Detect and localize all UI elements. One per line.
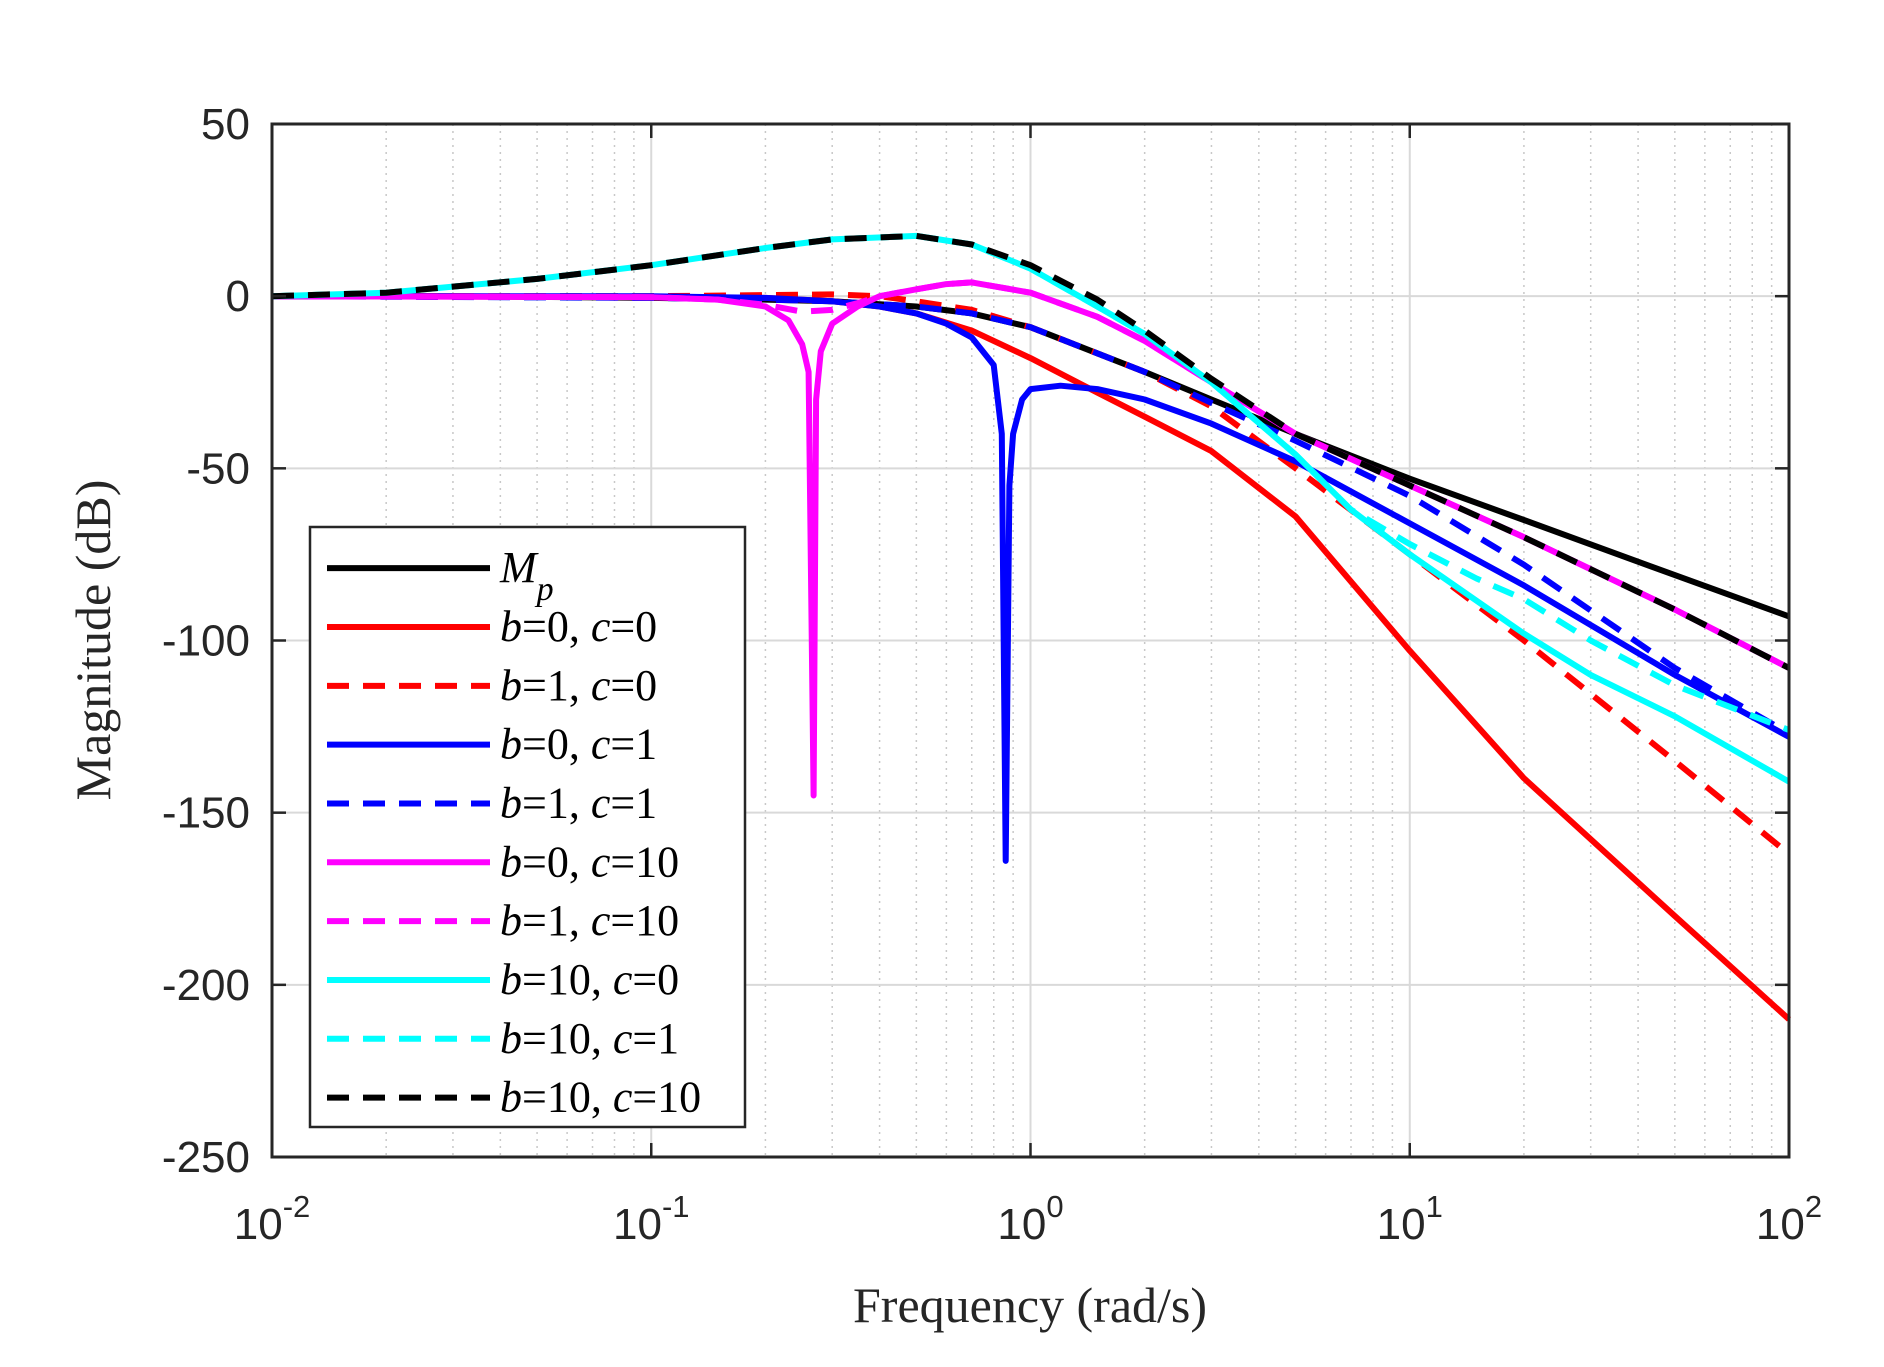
series-line-9: [271, 232, 1791, 671]
legend-label-3: b=0, c=1: [500, 720, 657, 769]
y-tick-label: -50: [186, 444, 250, 493]
x-axis-title: Frequency (rad/s): [853, 1277, 1207, 1333]
y-tick-label: -100: [162, 617, 250, 666]
series-line-4: [271, 293, 1791, 737]
x-tick-label: 101: [1377, 1189, 1443, 1249]
legend-label-9: b=10, c=10: [500, 1073, 701, 1122]
legend-label-0: Mp: [499, 543, 554, 608]
legend-label-1: b=0, c=0: [500, 602, 657, 651]
x-tick-label: 10-2: [234, 1189, 311, 1249]
series-group: [271, 232, 1792, 1022]
legend-label-7: b=10, c=0: [500, 955, 679, 1004]
x-tick-label: 10-1: [613, 1189, 690, 1249]
y-tick-label: 0: [226, 272, 250, 321]
y-tick-label: 50: [201, 100, 250, 149]
legend-label-6: b=1, c=10: [500, 896, 679, 945]
y-tick-label: -250: [162, 1133, 250, 1182]
y-axis-title: Magnitude (dB): [65, 480, 121, 801]
ticks: 10-2 10-1 100 101 102 50 0 -50 -100 -150 -200 -250: [162, 100, 1822, 1249]
legend-label-2: b=1, c=0: [500, 661, 657, 710]
y-tick-label: -150: [162, 789, 250, 838]
legend-label-4: b=1, c=1: [500, 778, 657, 827]
legend-label-5: b=0, c=10: [500, 837, 679, 886]
y-tick-label: -200: [162, 961, 250, 1010]
legend: Mpb=0, c=0 b=1, c=0 b=0, c=1 b=1, c=1 b=0, c…: [308, 525, 747, 1129]
series-line-6: [271, 279, 1791, 671]
x-tick-label: 102: [1756, 1189, 1822, 1249]
x-tick-label: 100: [997, 1189, 1063, 1249]
legend-label-8: b=10, c=1: [500, 1014, 679, 1063]
